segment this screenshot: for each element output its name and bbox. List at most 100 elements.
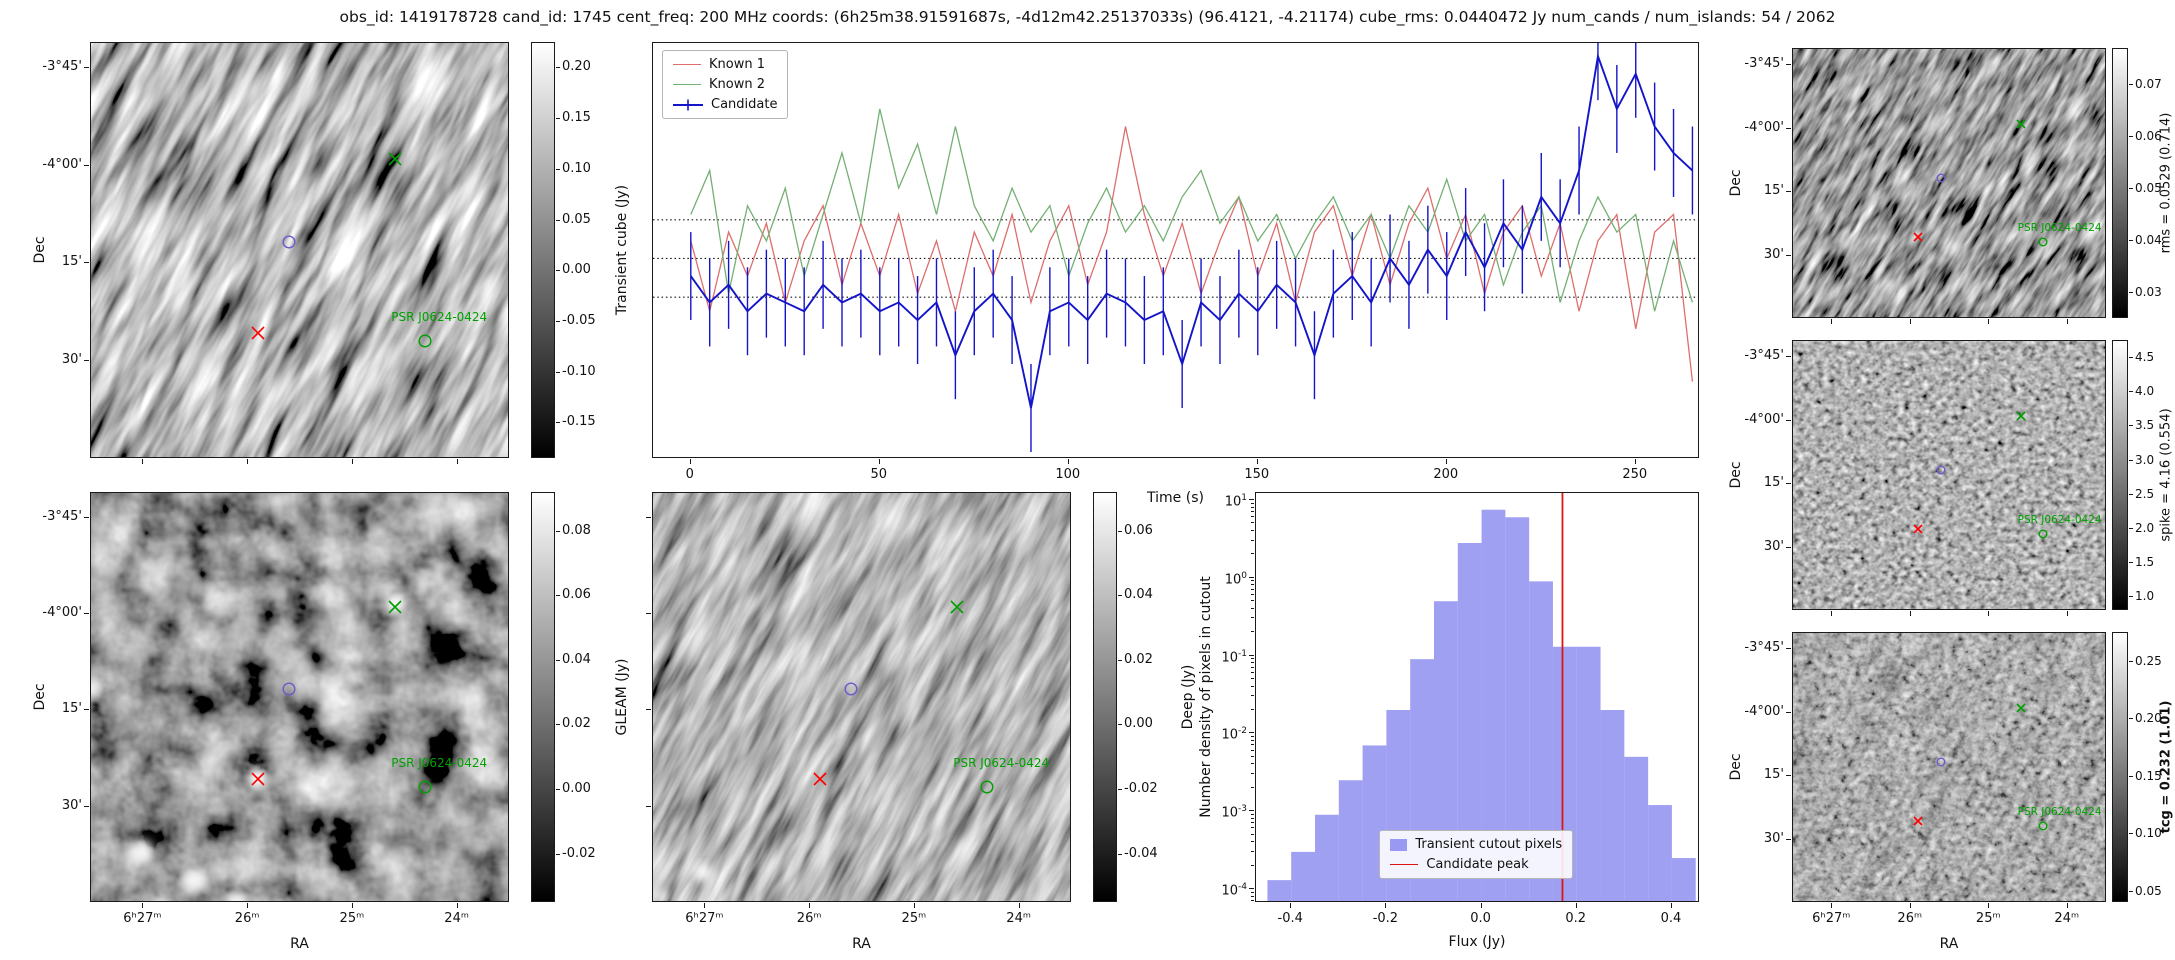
circle-marker — [844, 682, 858, 696]
dec-tick — [1786, 775, 1791, 777]
dec-tick-label: -3°45' — [42, 58, 82, 74]
dec-tick — [1786, 127, 1791, 129]
colorbar-tick-label: 0.15 — [2135, 768, 2162, 783]
colorbar-tick-label: 0.06 — [562, 587, 591, 603]
deep-noise-image — [653, 493, 1070, 901]
density-minor-tick — [1251, 516, 1254, 518]
dec-axis-label: Dec — [32, 683, 48, 711]
time-tick — [1445, 459, 1447, 464]
colorbar-tick — [2129, 425, 2133, 427]
colorbar-tick-label: 0.05 — [562, 211, 591, 227]
density-tick-label: 10-3 — [1221, 804, 1247, 821]
dec-tick-label: -4°00' — [42, 604, 82, 620]
colorbar-tick — [2129, 84, 2133, 86]
density-minor-tick — [1251, 822, 1254, 824]
dec-tick-label: -3°45' — [1744, 640, 1784, 656]
colorbar-tick — [2129, 562, 2133, 564]
colorbar-label: GLEAM (Jy) — [614, 658, 630, 736]
colorbar-tick — [556, 853, 560, 855]
lightcurve-plot — [652, 42, 1699, 458]
deep-bright-sources — [653, 862, 714, 901]
ra-tick — [1018, 903, 1020, 908]
dec-tick-label: 15' — [61, 254, 82, 270]
colorbar-tick — [556, 270, 560, 272]
colorbar-tick — [556, 118, 560, 120]
density-minor-tick — [1251, 529, 1254, 531]
dec-tick-label: 30' — [61, 352, 82, 368]
flux-tick — [1480, 903, 1482, 908]
circle-marker — [282, 682, 296, 696]
circle-marker — [418, 334, 432, 348]
ra-tick — [704, 903, 706, 908]
density-tick — [1249, 732, 1254, 734]
psr-source-label: PSR J0624-0424 — [391, 310, 488, 325]
cross-marker — [813, 772, 827, 786]
flux-tick-label: 0.0 — [1470, 911, 1491, 926]
density-minor-tick — [1251, 786, 1254, 788]
dec-tick — [1786, 546, 1791, 548]
density-tick-label: 10-2 — [1221, 726, 1247, 743]
density-tick — [1249, 576, 1254, 578]
dec-axis-label: Dec — [32, 236, 48, 264]
colorbar-tick-label: -0.10 — [562, 363, 596, 379]
colorbar-tick — [2129, 292, 2133, 294]
flux-tick — [1290, 903, 1292, 908]
legend-label: Candidate peak — [1426, 857, 1529, 872]
colorbar-tick-label: 0.05 — [2135, 181, 2162, 196]
density-tick-label: 10-1 — [1221, 648, 1247, 665]
circle-marker — [1936, 757, 1946, 767]
cross-marker — [388, 152, 402, 166]
dec-tick — [84, 805, 89, 807]
dec-tick — [1786, 648, 1791, 650]
colorbar-tick-label: 0.07 — [2135, 77, 2162, 92]
sky-marker-overlay: PSR J0624-0424 — [653, 493, 1070, 901]
colorbar-tick-label: -0.05 — [562, 313, 596, 329]
legend-label: Candidate — [711, 97, 778, 112]
ra-tick — [1988, 319, 1990, 324]
colorbar-tick — [2129, 718, 2133, 720]
colorbar-tick — [556, 219, 560, 221]
legend-item: Transient cutout pixels — [1390, 837, 1562, 852]
density-minor-tick — [1251, 695, 1254, 697]
dec-tick-label: 15' — [1763, 183, 1784, 199]
density-minor-tick — [1251, 511, 1254, 513]
ra-tick — [1909, 319, 1911, 324]
ra-tick — [456, 903, 458, 908]
cross-marker — [1913, 816, 1923, 826]
ra-axis-label: RA — [290, 936, 309, 952]
dec-tick-label: -4°00' — [1744, 119, 1784, 135]
sky-marker-overlay: PSR J0624-0424 — [1793, 341, 2105, 609]
density-minor-tick — [1251, 735, 1254, 737]
flux-tick-label: 0.2 — [1565, 911, 1587, 926]
flux-tick — [1385, 903, 1387, 908]
dec-tick-label: -4°00' — [1744, 411, 1784, 427]
transient-cube-noise-image — [91, 43, 508, 457]
density-tick-label: 101 — [1224, 493, 1247, 510]
dec-tick — [84, 360, 89, 362]
spike-map-image: PSR J0624-0424 — [1792, 340, 2106, 610]
colorbar-tick — [2129, 660, 2133, 662]
circle-marker — [2038, 529, 2048, 539]
dec-tick — [1786, 191, 1791, 193]
time-tick-label: 200 — [1433, 467, 1459, 482]
ra-tick — [2066, 611, 2068, 616]
legend-item: Known 1 — [673, 57, 777, 72]
dec-axis-label: Dec — [1728, 461, 1744, 489]
colorbar-tick-label: 0.04 — [562, 651, 591, 667]
cross-marker — [2016, 703, 2026, 713]
density-tick — [1249, 654, 1254, 656]
colorbar-tick — [556, 659, 560, 661]
density-minor-tick — [1251, 662, 1254, 664]
tcg-noise-image — [1793, 633, 2105, 901]
colorbar-tcg — [2112, 632, 2128, 902]
circle-marker — [980, 780, 994, 794]
density-minor-tick — [1251, 749, 1254, 751]
dec-tick — [646, 805, 651, 807]
time-tick — [1067, 459, 1069, 464]
colorbar-tick — [556, 595, 560, 597]
colorbar-tick — [1118, 595, 1122, 597]
density-minor-tick — [1251, 666, 1254, 668]
spike-noise-image — [1793, 341, 2105, 609]
legend-label: Known 2 — [709, 77, 765, 92]
lightcurve-legend: Known 1 Known 2 Candidate — [662, 50, 789, 119]
